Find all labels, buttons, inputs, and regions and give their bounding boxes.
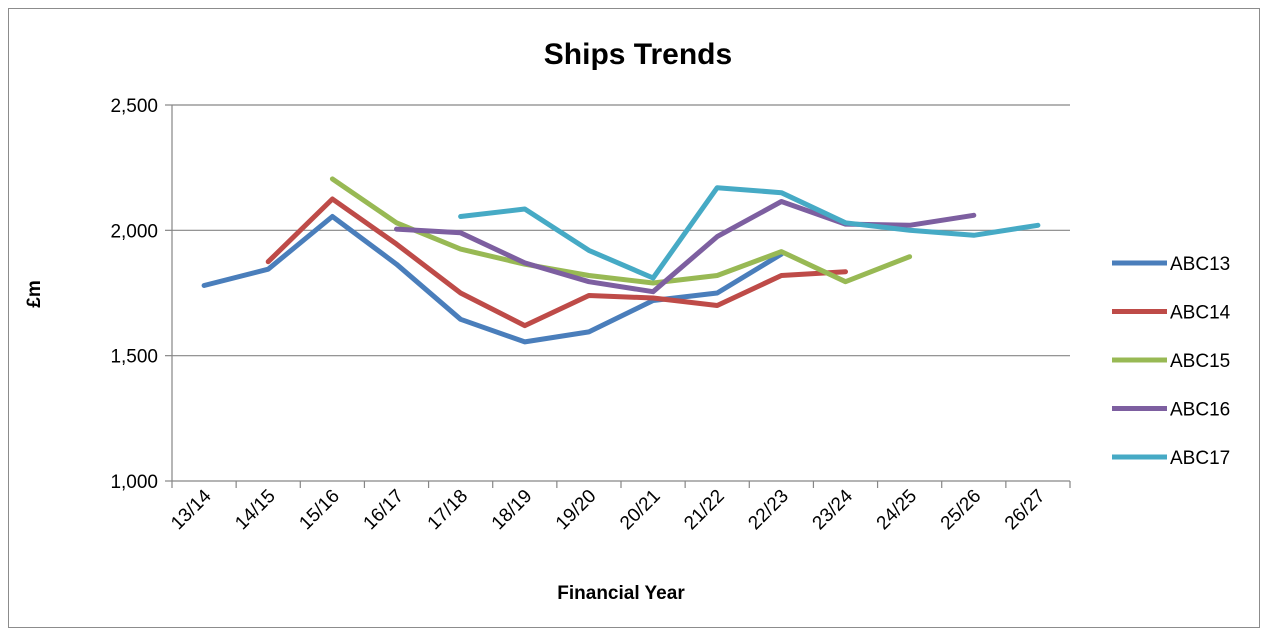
legend-item-abc16: ABC16 [1112,400,1230,421]
legend-label: ABC14 [1170,303,1231,324]
series-lines [201,176,1041,345]
series-line-abc15 [329,176,913,286]
chart-border [8,8,1260,628]
chart-title: Ships Trends [544,38,732,71]
legend-label: ABC13 [1170,254,1230,275]
series-line-abc13 [201,214,784,345]
y-tick-label: 1,500 [110,347,158,368]
y-tick-label: 1,000 [110,472,158,493]
y-tick-label: 2,500 [110,96,158,117]
legend-item-abc17: ABC17 [1112,448,1230,469]
legend-item-abc13: ABC13 [1112,254,1230,275]
legend-label: ABC17 [1170,448,1230,469]
series-line-abc17 [458,185,1041,281]
legend-item-abc15: ABC15 [1112,351,1230,372]
legend-label: ABC15 [1170,351,1230,372]
legend: ABC13 ABC14 ABC15 ABC16 ABC17 [1112,254,1231,469]
legend-label: ABC16 [1170,400,1230,421]
legend-item-abc14: ABC14 [1112,303,1231,324]
x-axis-label: Financial Year [557,583,685,604]
y-tick-label: 2,000 [110,221,158,242]
y-axis-label: £m [24,280,45,307]
series-line-abc14 [265,196,848,329]
